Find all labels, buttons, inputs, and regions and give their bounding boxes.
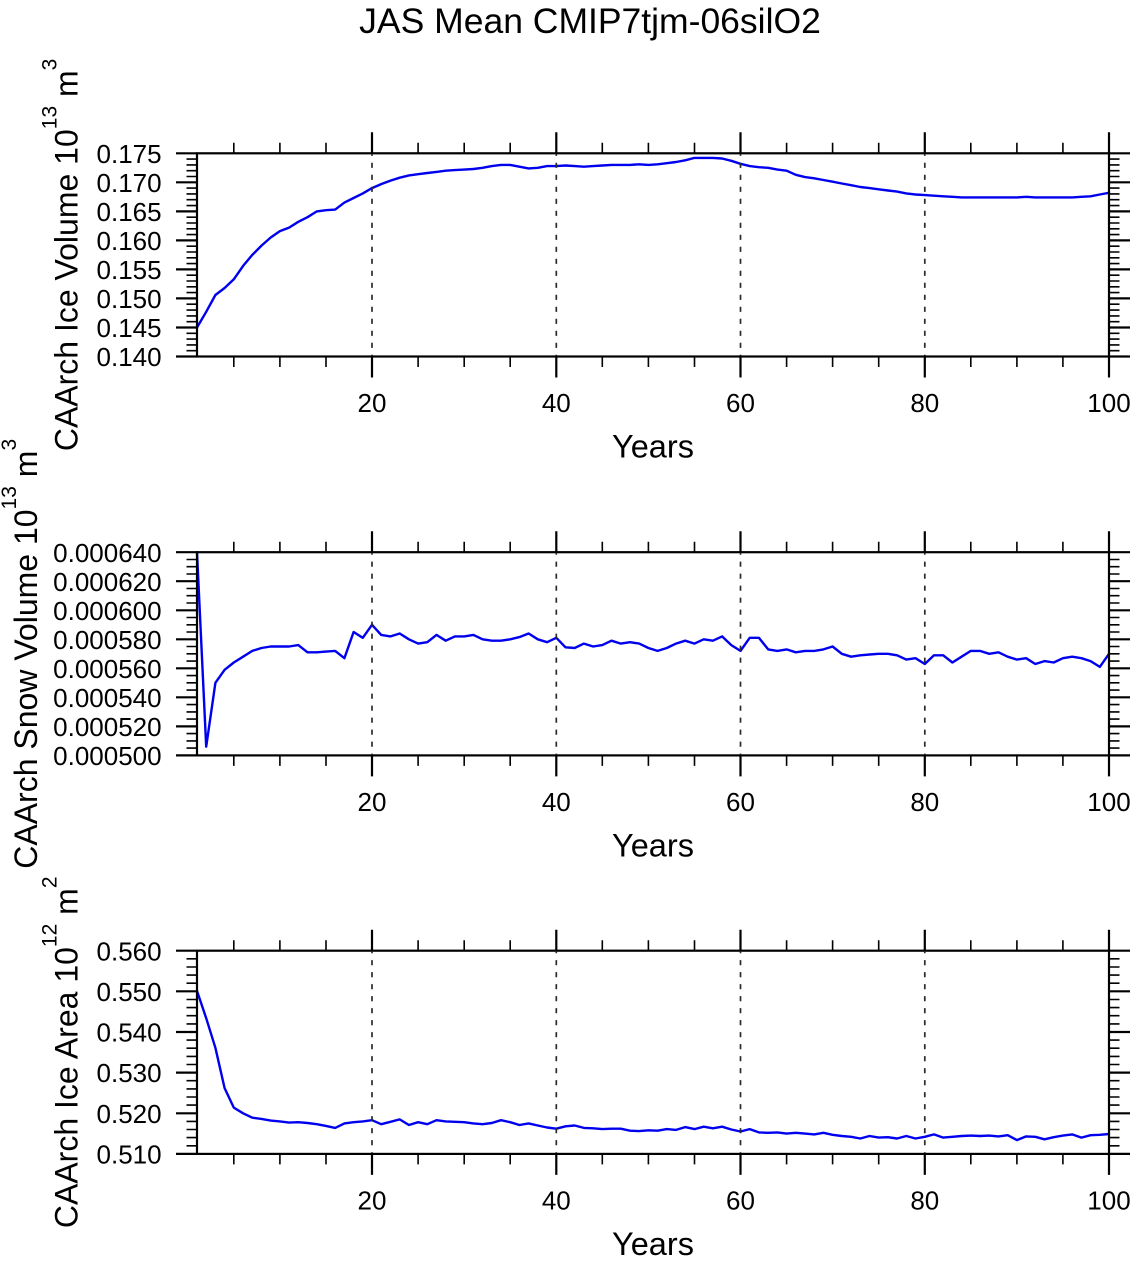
svg-text:0.540: 0.540 [97,1018,162,1048]
svg-text:Years: Years [612,1226,694,1262]
svg-text:CAArch Ice Volume 1013 m3: CAArch Ice Volume 1013 m3 [39,59,85,452]
svg-text:0.560: 0.560 [97,936,162,966]
svg-text:80: 80 [910,388,939,418]
svg-text:0.000560: 0.000560 [53,654,161,684]
svg-text:Years: Years [612,429,694,465]
svg-text:0.000520: 0.000520 [53,712,161,742]
svg-text:0.150: 0.150 [97,284,162,314]
svg-text:CAArch Snow Volume 1013 m3: CAArch Snow Volume 1013 m3 [0,439,44,869]
svg-text:0.530: 0.530 [97,1058,162,1088]
svg-text:20: 20 [358,787,387,817]
svg-text:0.000580: 0.000580 [53,625,161,655]
svg-text:0.000540: 0.000540 [53,683,161,713]
svg-text:0.000500: 0.000500 [53,741,161,771]
svg-text:Years: Years [612,827,694,863]
svg-text:0.175: 0.175 [97,139,162,169]
svg-text:CAArch Ice Area 1012 m2: CAArch Ice Area 1012 m2 [39,876,85,1228]
svg-text:0.520: 0.520 [97,1099,162,1129]
svg-text:80: 80 [910,1185,939,1215]
svg-text:100: 100 [1087,1185,1130,1215]
svg-text:0.155: 0.155 [97,255,162,285]
svg-text:60: 60 [726,787,755,817]
svg-text:100: 100 [1087,787,1130,817]
svg-text:0.140: 0.140 [97,342,162,372]
svg-text:0.145: 0.145 [97,313,162,343]
svg-text:0.165: 0.165 [97,197,162,227]
svg-text:0.000620: 0.000620 [53,567,161,597]
svg-text:20: 20 [358,1185,387,1215]
svg-text:80: 80 [910,787,939,817]
svg-text:0.510: 0.510 [97,1140,162,1170]
svg-text:0.000600: 0.000600 [53,596,161,626]
svg-text:60: 60 [726,388,755,418]
svg-text:0.550: 0.550 [97,977,162,1007]
svg-text:0.000640: 0.000640 [53,538,161,568]
svg-text:JAS Mean CMIP7tjm-06silO2: JAS Mean CMIP7tjm-06silO2 [359,1,821,41]
svg-text:0.170: 0.170 [97,168,162,198]
svg-text:20: 20 [358,388,387,418]
svg-text:60: 60 [726,1185,755,1215]
svg-text:40: 40 [542,1185,571,1215]
svg-text:40: 40 [542,388,571,418]
svg-text:100: 100 [1087,388,1130,418]
svg-text:0.160: 0.160 [97,226,162,256]
svg-text:40: 40 [542,787,571,817]
